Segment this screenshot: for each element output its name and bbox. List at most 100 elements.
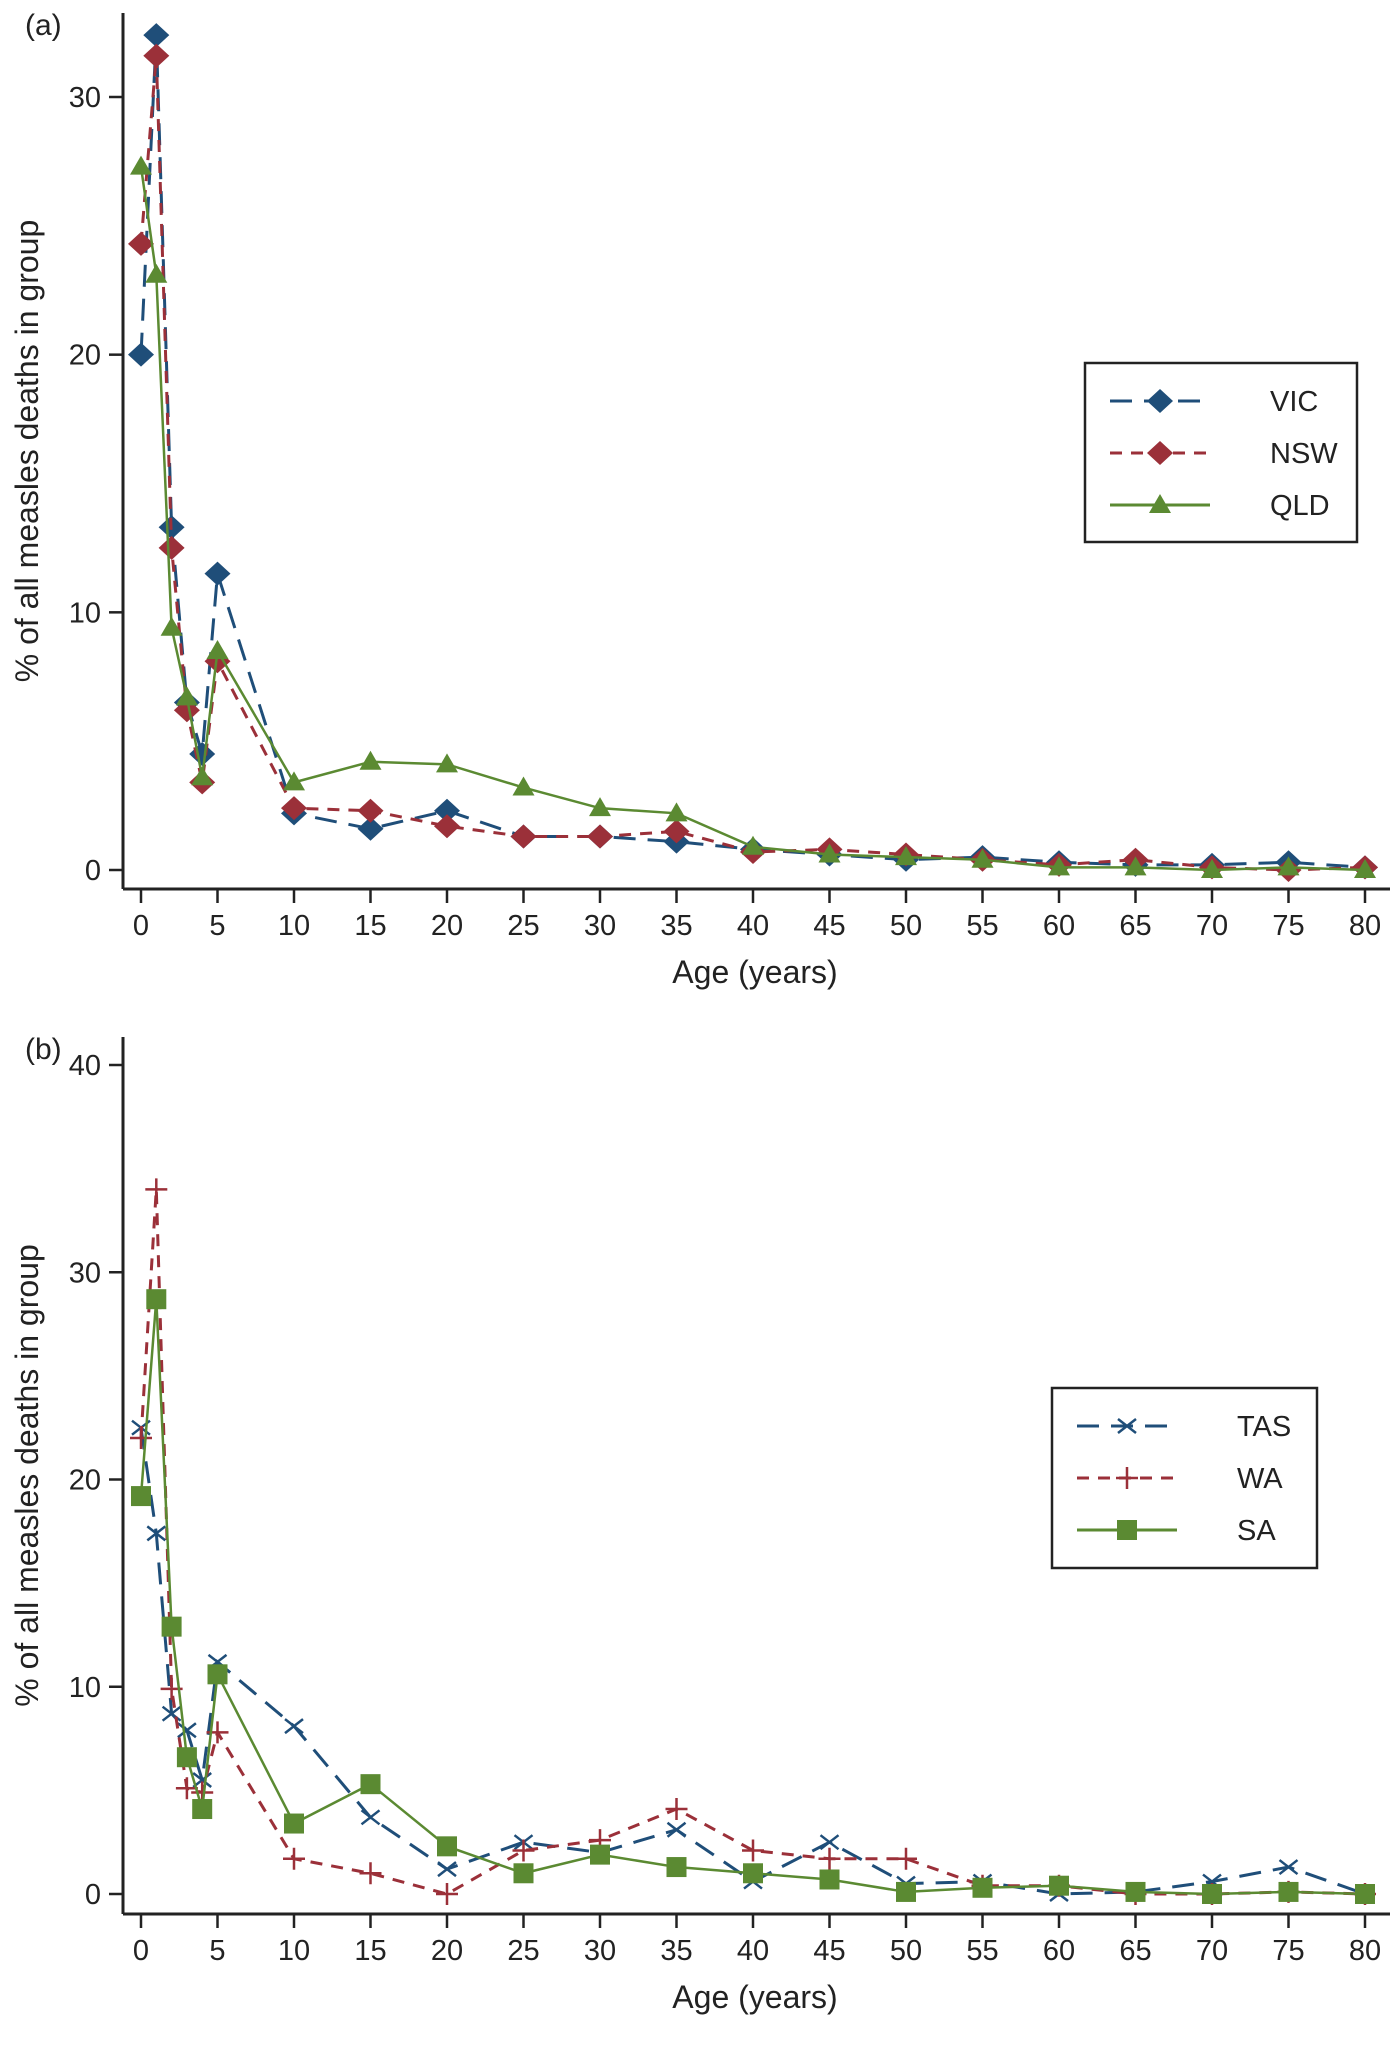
data-point-wa [145,1178,168,1201]
x-tick-label: 5 [209,910,225,942]
legend-box [1083,361,1359,544]
legend-label-nsw: NSW [1270,438,1338,470]
data-point-vic [434,798,460,823]
data-point-vic [189,742,216,767]
data-point-vic [143,23,170,48]
legend-marker-tas [1117,1418,1137,1434]
legend: TAS WA SA [1050,1386,1319,1570]
x-tick-label: 35 [660,1935,692,1967]
data-point-sa [360,1774,381,1795]
x-tick-label: 45 [813,910,845,942]
x-tick-label: 50 [890,910,922,942]
data-point-tas [666,1821,687,1838]
x-tick-label: 80 [1349,1935,1381,1967]
x-tick-label: 25 [507,910,539,942]
y-tick-label: 0 [85,855,101,887]
x-axis-title: Age (years) [672,1979,837,2015]
legend-label-tas: TAS [1237,1411,1291,1443]
x-tick-label: 20 [431,1935,463,1967]
data-point-sa [284,1813,304,1834]
legend-marker-qld [1149,494,1171,513]
x-tick-label: 0 [133,1935,149,1967]
data-point-nsw [158,535,185,560]
x-tick-label: 0 [133,910,149,942]
data-point-qld [175,686,198,706]
data-point-nsw [357,798,384,823]
data-point-qld [512,776,535,796]
data-point-sa [590,1844,610,1865]
x-tick-label: 30 [584,1935,616,1967]
data-point-qld [283,771,305,791]
panel-label: (a) [25,9,62,42]
data-point-qld [589,797,611,817]
data-point-tas [177,1722,197,1739]
data-point-wa [895,1847,917,1870]
x-axis-title: Age (years) [672,954,837,990]
y-tick-label: 0 [85,1879,101,1911]
data-point-qld [1201,859,1223,878]
data-point-qld [191,766,214,786]
data-point-tas [437,1861,457,1878]
y-tick-label: 30 [69,1257,101,1289]
legend-marker-sa [1117,1520,1137,1540]
data-point-qld [1277,856,1300,876]
chart-panel-a: (a) 0 10 20 30 0 5 10 15 20 25 30 35 40 45 50 55 60 65 70 75… [9,9,1390,990]
x-tick-label: 80 [1349,910,1381,942]
x-tick-label: 75 [1272,1935,1304,1967]
data-point-qld [145,263,168,283]
data-point-nsw [143,43,170,68]
data-point-sa [819,1869,840,1890]
x-tick-label: 75 [1272,910,1304,942]
x-tick-label: 60 [1043,910,1075,942]
data-point-vic [128,342,154,367]
x-tick-label: 20 [431,910,463,942]
data-point-nsw [434,814,460,839]
legend: VIC NSW QLD [1083,361,1359,544]
data-point-sa [896,1881,916,1902]
x-tick-label: 40 [737,1935,769,1967]
y-tick-label: 10 [69,1672,101,1704]
data-point-qld [971,848,994,868]
data-point-sa [666,1857,687,1878]
y-axis-title: % of all measles deaths in group [9,1244,45,1706]
data-point-qld [1124,856,1147,876]
data-point-qld [436,753,458,773]
x-tick-label: 55 [966,910,998,942]
legend-label-wa: WA [1237,1463,1283,1495]
data-point-nsw [587,824,613,849]
x-tick-label: 65 [1119,1935,1151,1967]
data-point-wa [665,1798,688,1821]
data-point-qld [359,750,382,770]
data-point-wa [359,1862,382,1885]
data-point-wa [742,1839,764,1862]
panel-label: (b) [25,1033,62,1066]
data-point-qld [160,616,183,636]
data-point-sa [437,1836,457,1857]
chart-panel-b: (b) 0 10 20 30 40 0 5 10 15 20 25 30 35 40 45 50 55 60 65 70… [9,1033,1390,2015]
data-point-sa [972,1877,993,1898]
data-point-qld [206,639,229,659]
y-axis-title: % of all measles deaths in group [9,220,45,682]
legend-marker-nsw [1147,441,1173,465]
series-sa [131,1289,1375,1904]
y-tick-label: 10 [69,597,101,629]
y-tick-label: 20 [69,1465,101,1497]
data-point-wa [130,1427,152,1450]
x-tick-label: 10 [278,910,310,942]
data-point-tas [284,1718,304,1735]
data-point-qld [1354,859,1376,878]
data-point-qld [1048,856,1070,876]
legend-label-sa: SA [1237,1515,1276,1547]
y-tick-label: 40 [69,1050,101,1082]
legend-marker-vic [1147,389,1173,413]
y-tick-label: 20 [69,340,101,372]
data-point-wa [175,1777,198,1800]
x-tick-label: 15 [354,910,386,942]
data-point-sa [131,1486,151,1507]
data-point-qld [895,846,917,866]
x-tick-label: 45 [813,1935,845,1967]
x-tick-label: 25 [507,1935,539,1967]
x-tick-label: 10 [278,1935,310,1967]
data-point-sa [513,1863,534,1884]
